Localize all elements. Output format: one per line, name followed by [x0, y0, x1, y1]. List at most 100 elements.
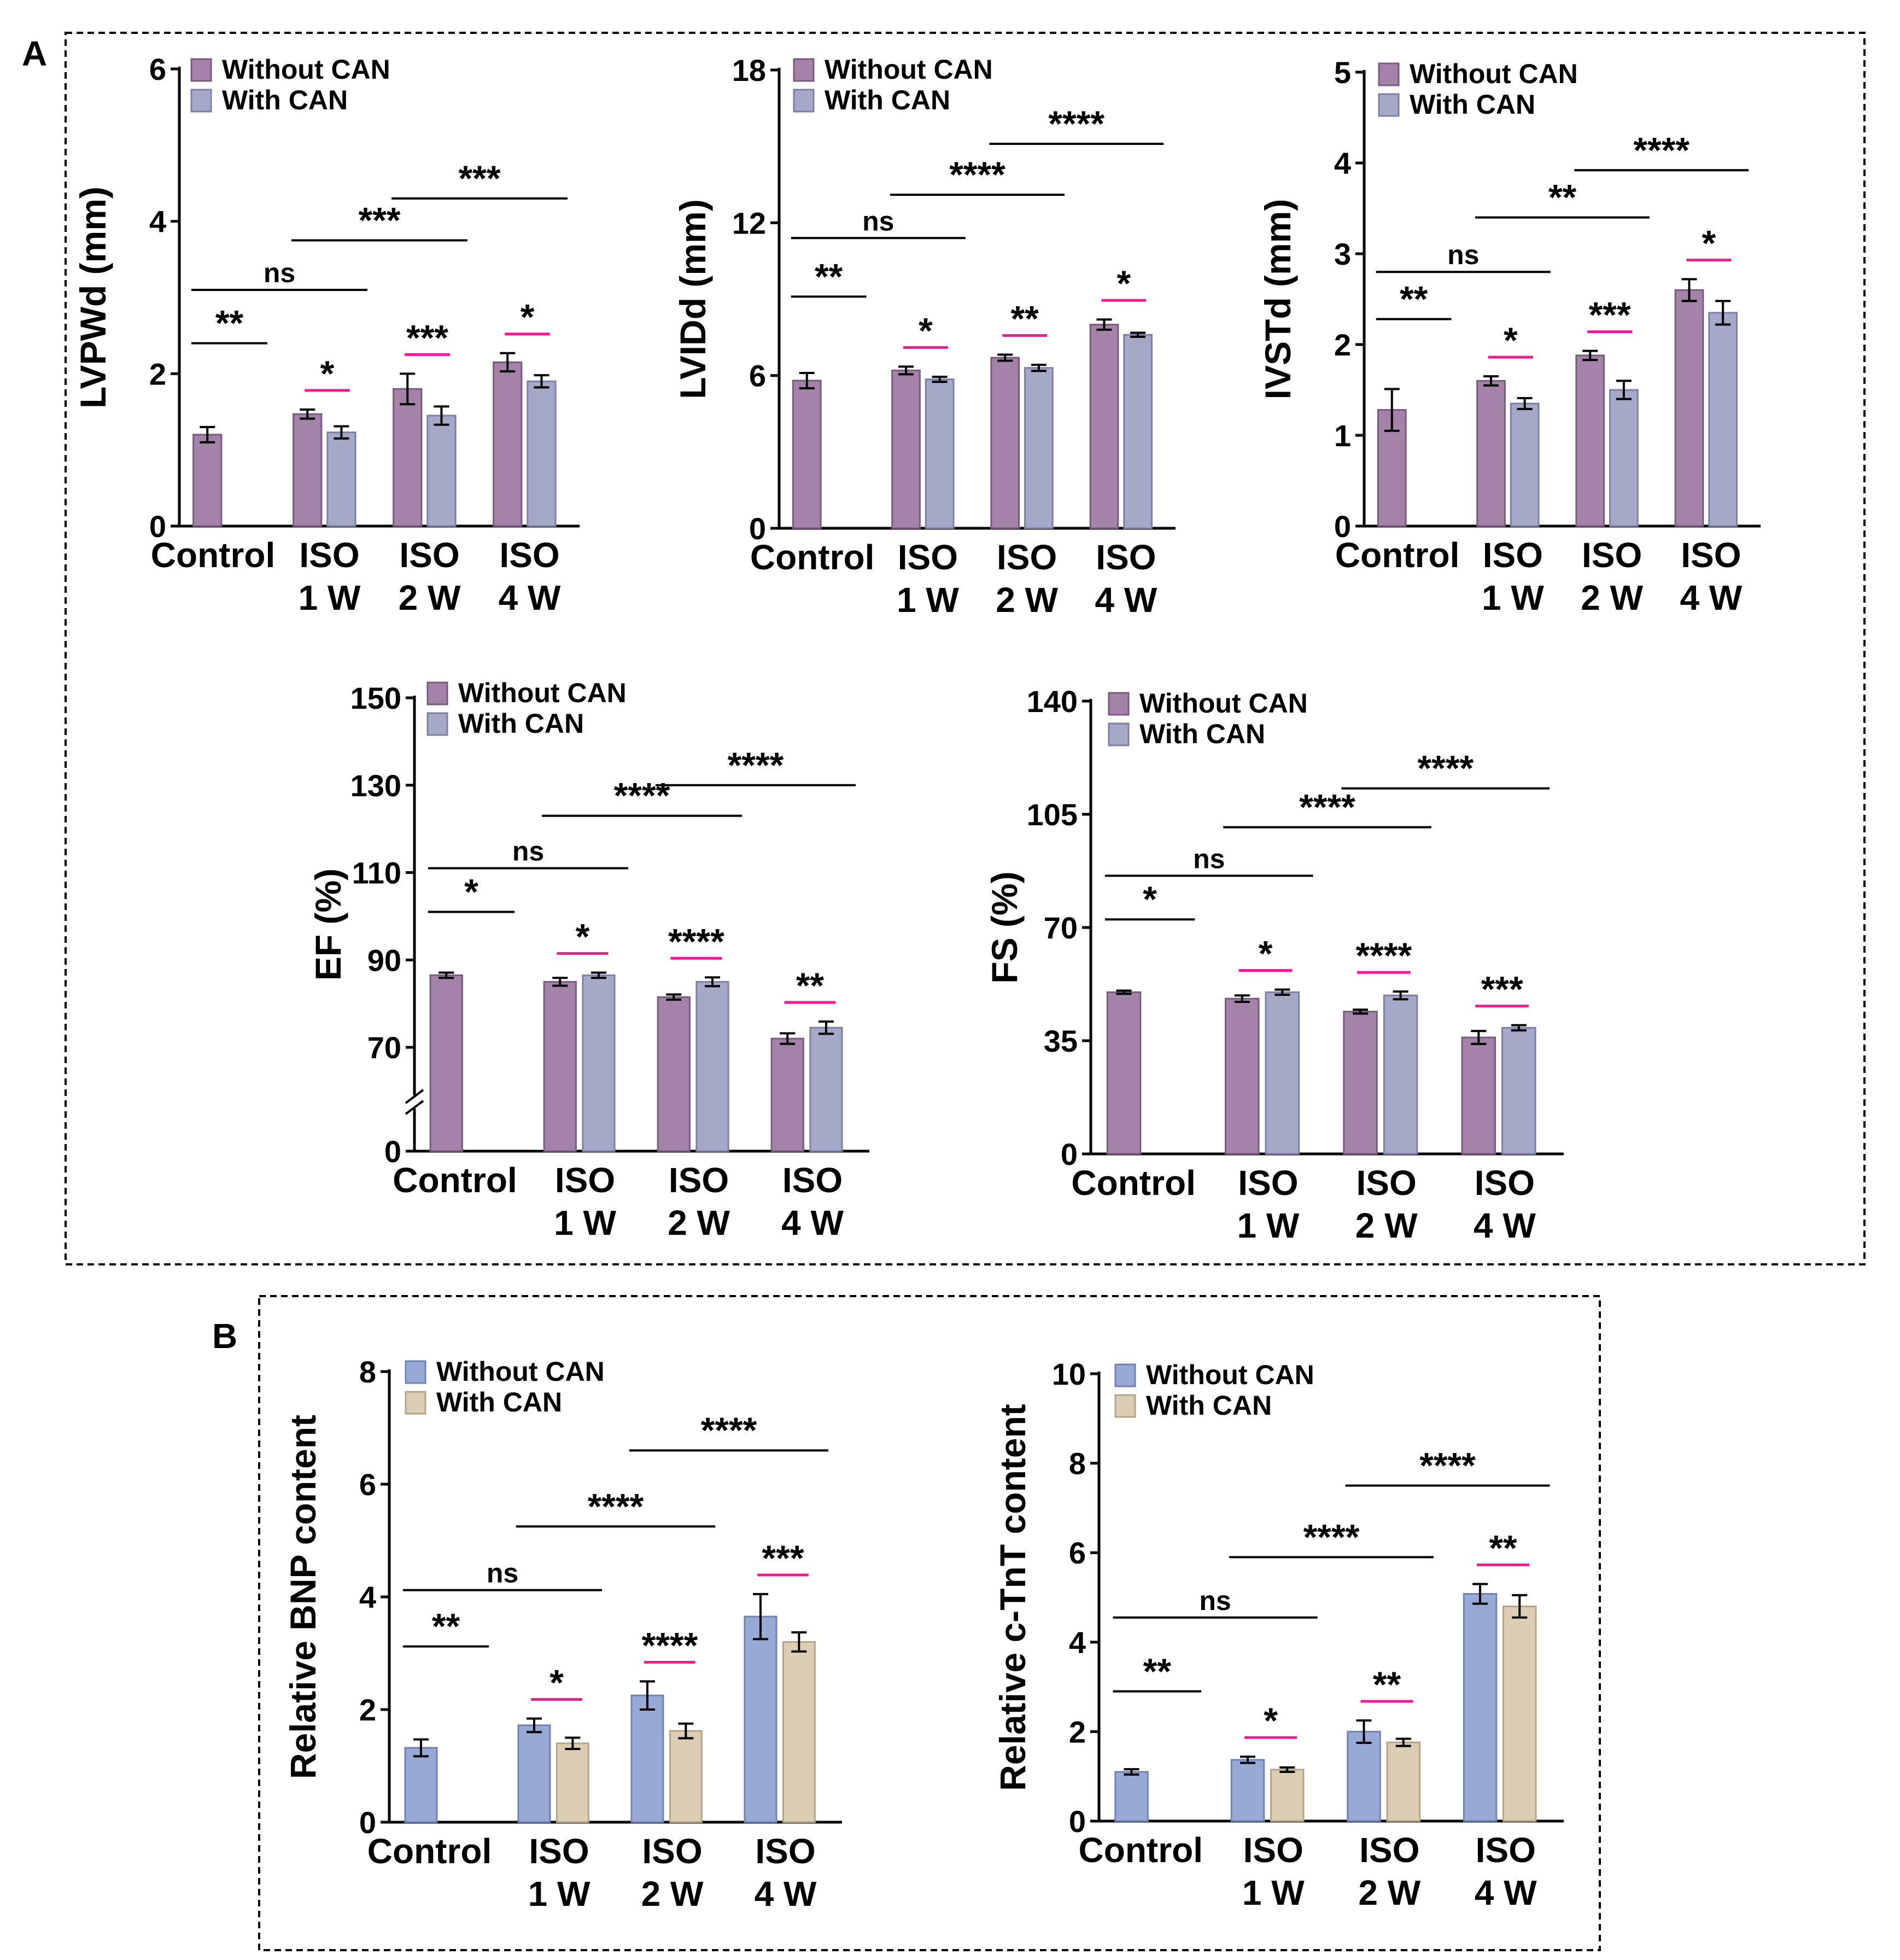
- x-category-label: Control: [750, 538, 875, 577]
- bar-with-can: [1265, 991, 1300, 1155]
- y-axis-title: IVSTd (mm): [1258, 199, 1298, 400]
- y-tick-label: 150: [350, 681, 401, 715]
- within-sig-label: **: [1010, 298, 1039, 339]
- legend-swatch: [426, 681, 448, 705]
- bar-without-can: [1347, 1730, 1381, 1822]
- within-sig-label: *: [1504, 320, 1518, 360]
- between-sig-label: ****: [614, 775, 670, 816]
- y-tick-label: 3: [1334, 237, 1351, 271]
- y-axis-title: LVPWd (mm): [73, 186, 113, 409]
- y-tick-label: 5: [1334, 55, 1351, 90]
- between-sig-label: **: [815, 256, 843, 296]
- y-tick-label: 4: [359, 1580, 376, 1614]
- legend-swatch: [1378, 93, 1400, 117]
- bar-without-can: [393, 388, 423, 527]
- x-category-label: Control: [367, 1831, 492, 1871]
- legend-swatch: [793, 89, 815, 113]
- legend-swatch: [405, 1360, 426, 1384]
- x-category-label: ISO: [755, 1831, 815, 1871]
- bar-with-can: [1708, 312, 1738, 527]
- y-tick-label: 2: [359, 1693, 376, 1727]
- x-category-label: ISO: [669, 1160, 729, 1200]
- panel-b-frame: [258, 1295, 1601, 1951]
- x-category-label: ISO: [1357, 1163, 1417, 1203]
- x-category-label: ISO: [499, 535, 559, 575]
- x-category-label: Control: [1079, 1830, 1203, 1870]
- x-category-label: Control: [151, 535, 276, 575]
- x-category-label: 4 W: [1474, 1206, 1536, 1245]
- y-tick-label: 2: [1334, 328, 1351, 362]
- bar-without-can: [744, 1615, 777, 1823]
- bar-without-can: [1114, 1771, 1149, 1822]
- legend-label: Without CAN: [1139, 688, 1308, 719]
- x-category-label: 2 W: [399, 578, 461, 617]
- x-category-label: 1 W: [528, 1874, 591, 1914]
- y-tick-label: 4: [1334, 146, 1351, 180]
- y-tick-label: 6: [1069, 1536, 1086, 1570]
- y-tick-label: 110: [352, 856, 401, 890]
- bar-without-can: [1476, 380, 1506, 527]
- bar-without-can: [1463, 1592, 1498, 1822]
- y-tick-label: 8: [1069, 1446, 1086, 1481]
- x-category-label: 4 W: [499, 578, 561, 617]
- between-sig-label: ns: [1193, 843, 1225, 874]
- bar-without-can: [1674, 289, 1704, 527]
- between-sig-label: **: [1548, 177, 1577, 218]
- x-category-label: 1 W: [299, 578, 361, 617]
- y-tick-label: 12: [732, 206, 766, 240]
- between-sig-label: **: [1400, 279, 1428, 319]
- bar-without-can: [517, 1724, 551, 1823]
- chart-6: 0 2 4 6 8 10 Relative c-TnT content Control * ISO…: [992, 1357, 1564, 1912]
- panel-letter-b: B: [212, 1316, 237, 1356]
- panel-a-frame: [65, 32, 1866, 1265]
- legend-swatch: [190, 89, 212, 113]
- between-sig-label: **: [432, 1606, 460, 1647]
- x-category-label: ISO: [1359, 1830, 1419, 1870]
- within-sig-label: **: [1373, 1664, 1401, 1705]
- x-category-label: ISO: [1582, 535, 1642, 575]
- x-category-label: 4 W: [1095, 580, 1157, 620]
- y-tick-label: 0: [359, 1805, 376, 1840]
- x-category-label: ISO: [555, 1160, 615, 1200]
- y-tick-label: 70: [367, 1030, 401, 1065]
- bar-without-can: [1230, 1759, 1265, 1822]
- legend-label: Without CAN: [1146, 1360, 1314, 1390]
- bar-without-can: [657, 996, 691, 1152]
- legend-swatch: [1114, 1394, 1136, 1418]
- y-tick-label: 2: [149, 357, 166, 391]
- x-category-label: 4 W: [1475, 1873, 1537, 1912]
- x-category-label: 1 W: [554, 1203, 616, 1242]
- bar-with-can: [582, 974, 616, 1152]
- x-category-label: 4 W: [755, 1874, 817, 1914]
- y-axis-title: LVIDd (mm): [673, 199, 713, 399]
- legend-label: With CAN: [1410, 89, 1535, 120]
- x-category-label: 1 W: [1242, 1873, 1305, 1912]
- between-sig-label: ****: [1299, 787, 1355, 827]
- bar-with-can: [695, 981, 729, 1152]
- legend-label: With CAN: [222, 85, 348, 115]
- y-tick-label: 10: [1052, 1357, 1086, 1391]
- y-axis-title: EF (%): [308, 868, 348, 981]
- between-sig-label: **: [215, 303, 244, 343]
- x-category-label: ISO: [529, 1831, 589, 1871]
- bar-without-can: [543, 981, 577, 1152]
- x-category-label: 2 W: [996, 580, 1058, 620]
- within-sig-label: ****: [668, 921, 724, 961]
- y-tick-label: 6: [359, 1467, 376, 1502]
- legend-swatch: [1114, 1363, 1136, 1387]
- within-sig-label: *: [549, 1662, 564, 1702]
- x-category-label: ISO: [898, 538, 958, 577]
- x-category-label: ISO: [782, 1160, 843, 1200]
- legend-label: Without CAN: [222, 54, 390, 85]
- y-tick-label: 0: [1334, 509, 1351, 544]
- x-category-label: ISO: [1476, 1830, 1536, 1870]
- legend-swatch: [1108, 722, 1130, 746]
- x-category-label: 4 W: [1680, 578, 1742, 617]
- y-tick-label: 0: [1069, 1804, 1086, 1839]
- bar-without-can: [792, 380, 822, 529]
- bar-with-can: [556, 1742, 589, 1823]
